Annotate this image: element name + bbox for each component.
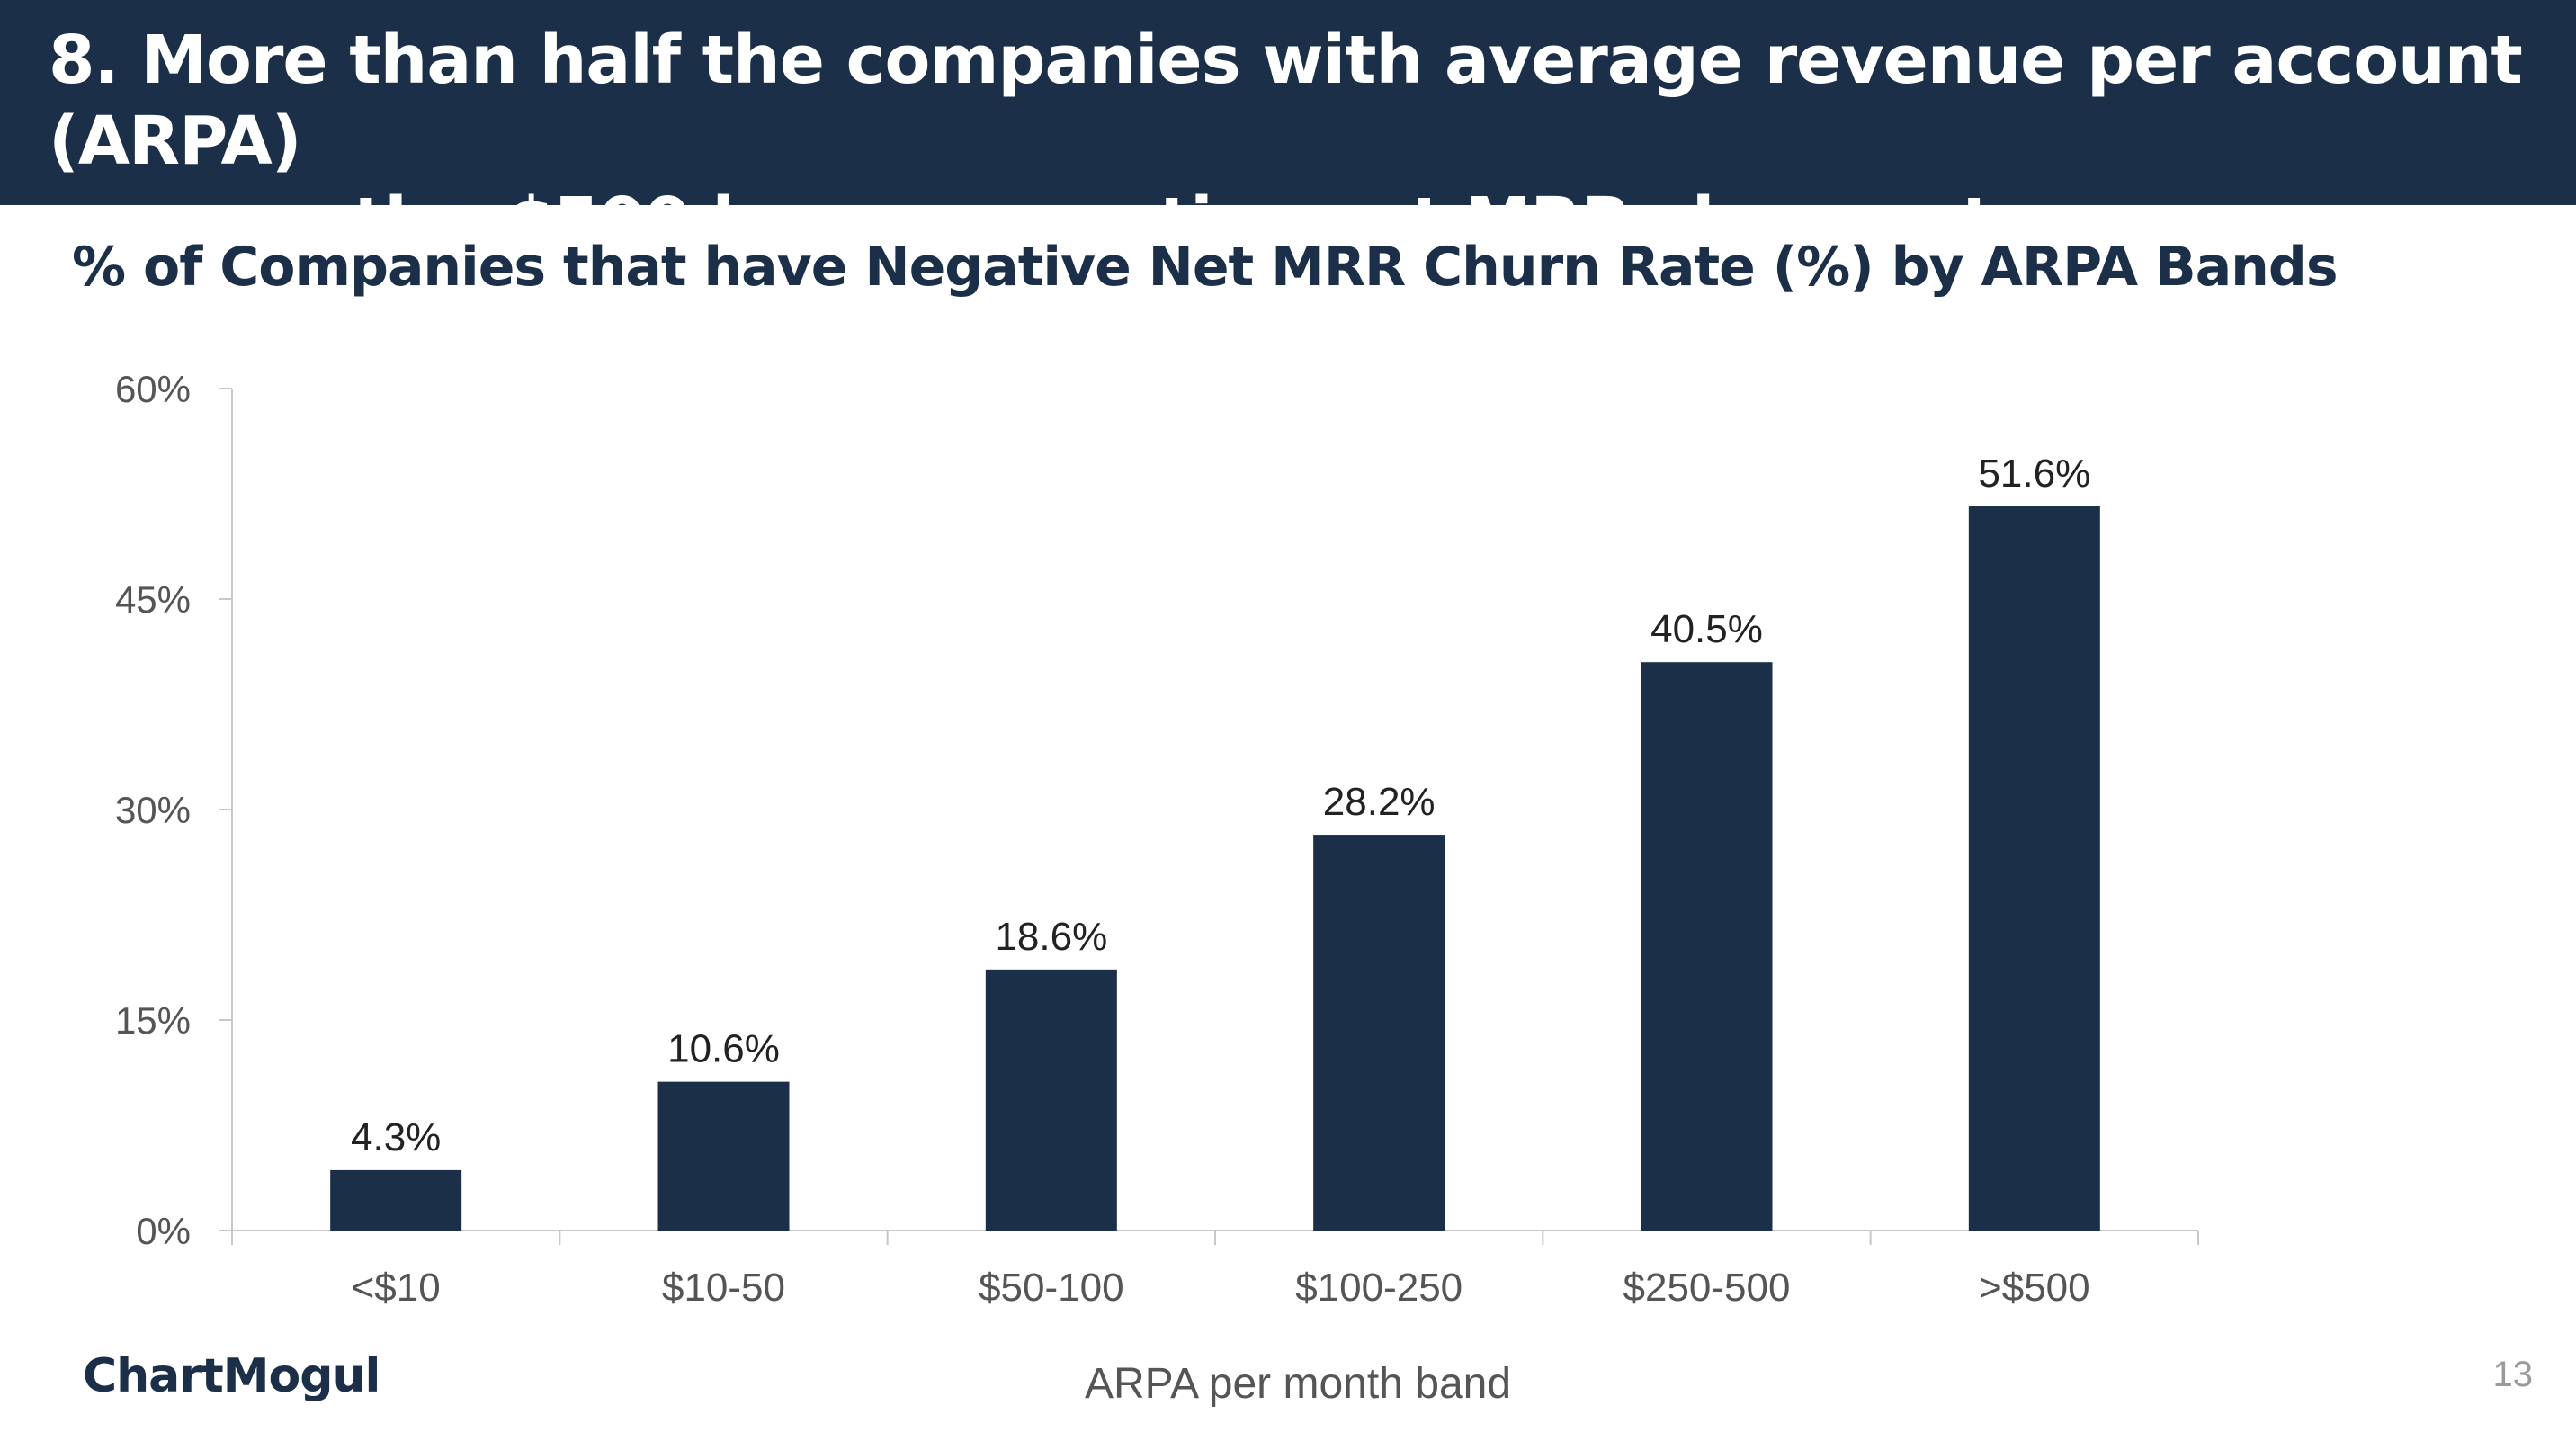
bar <box>657 1081 790 1231</box>
y-tick-label: 0% <box>136 1210 191 1252</box>
x-tick-label: >$500 <box>1979 1266 2090 1310</box>
bar <box>985 969 1117 1231</box>
bar <box>330 1169 462 1231</box>
bar-value-label: 18.6% <box>995 915 1107 959</box>
page-number: 13 <box>2492 1355 2534 1394</box>
slide-headline: 8. More than half the companies with ave… <box>49 20 2531 263</box>
y-tick-label: 45% <box>115 578 191 621</box>
y-tick-label: 15% <box>115 999 191 1042</box>
bar-value-label: 10.6% <box>667 1027 780 1071</box>
bar <box>1968 506 2100 1231</box>
bar <box>1313 835 1445 1231</box>
header-banner: 8. More than half the companies with ave… <box>0 0 2576 261</box>
x-tick-label: $10-50 <box>662 1266 785 1310</box>
bar-value-label: 28.2% <box>1323 780 1436 824</box>
x-tick-label: $100-250 <box>1295 1266 1462 1310</box>
headline-line-1: 8. More than half the companies with ave… <box>49 22 2523 180</box>
chart-title: % of Companies that have Negative Net MR… <box>72 236 2339 299</box>
y-tick-label: 60% <box>115 368 191 410</box>
headline-line-2: per month >$500 have a negative net MRR … <box>49 183 2037 261</box>
bar-value-label: 40.5% <box>1650 607 1763 651</box>
x-axis-title: ARPA per month band <box>1085 1360 1511 1408</box>
bar <box>1641 662 1773 1231</box>
x-tick-label: <$10 <box>352 1266 441 1310</box>
y-tick-label: 30% <box>115 789 191 831</box>
x-tick-label: $250-500 <box>1623 1266 1791 1310</box>
x-tick-label: $50-100 <box>979 1266 1123 1310</box>
bar-value-label: 51.6% <box>1978 452 2090 496</box>
bar-value-label: 4.3% <box>351 1115 441 1159</box>
chartmogul-logo: ChartMogul <box>83 1349 380 1403</box>
